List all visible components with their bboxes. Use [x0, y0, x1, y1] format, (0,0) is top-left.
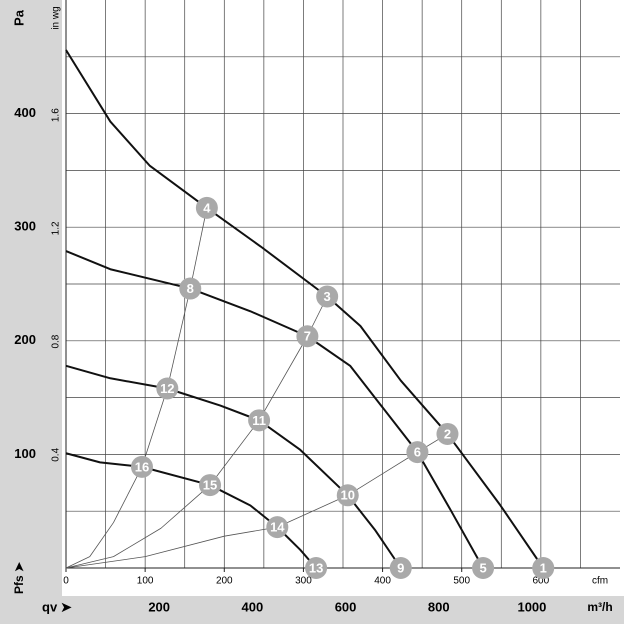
operating-point — [199, 474, 222, 497]
point-label: 16 — [135, 459, 149, 474]
operating-point — [472, 557, 495, 579]
point-label: 4 — [203, 200, 211, 215]
x2-tick-label: 1000 — [517, 599, 546, 614]
point-label: 5 — [479, 560, 486, 575]
x-tick-label: 300 — [295, 576, 312, 587]
y-tick-label: 200 — [14, 332, 36, 347]
y2-tick-label: 0.4 — [51, 447, 62, 461]
point-label: 13 — [309, 560, 323, 575]
operating-point — [436, 422, 459, 445]
operating-point — [296, 325, 319, 348]
y2-tick-label: 0.8 — [51, 334, 62, 348]
fan-curve — [65, 452, 317, 569]
y2-tick-label: 1.6 — [51, 108, 62, 122]
y-tick-label: 100 — [14, 446, 36, 461]
operating-point — [195, 196, 218, 219]
operating-point — [532, 557, 555, 579]
x-tick-label: 0 — [63, 576, 69, 587]
x-label: cfm — [592, 576, 608, 587]
y-tick-label: 300 — [14, 219, 36, 234]
y-arrow-label: Pfs ➤ — [12, 561, 26, 594]
x2-tick-label: 600 — [335, 599, 357, 614]
operating-point — [406, 441, 429, 464]
x2-tick-label: 400 — [242, 599, 264, 614]
x-arrow-label: qv ➤ — [42, 599, 72, 614]
x-tick-label: 500 — [453, 576, 470, 587]
y-tick-label: 400 — [14, 105, 36, 120]
point-label: 7 — [304, 329, 311, 344]
point-label: 3 — [324, 289, 331, 304]
x2-label: m³/h — [587, 600, 612, 614]
point-label: 8 — [187, 281, 194, 296]
operating-point — [316, 285, 339, 308]
point-label: 10 — [341, 488, 355, 503]
operating-point — [336, 484, 359, 507]
operating-point — [305, 557, 328, 579]
point-label: 15 — [203, 478, 217, 493]
x-tick-label: 100 — [137, 576, 154, 587]
operating-point — [179, 277, 202, 300]
x2-tick-label: 800 — [428, 599, 450, 614]
point-label: 1 — [540, 560, 547, 575]
point-label: 14 — [270, 520, 285, 535]
x-tick-label: 400 — [374, 576, 391, 587]
operating-point — [156, 377, 179, 400]
point-label: 9 — [397, 560, 404, 575]
x2-tick-label: 200 — [148, 599, 170, 614]
bottom-panel — [0, 596, 624, 624]
y-label: Pa — [11, 9, 26, 26]
operating-point — [266, 516, 289, 539]
y2-tick-label: 1.2 — [51, 221, 62, 235]
point-label: 11 — [252, 413, 266, 428]
operating-point — [248, 409, 271, 432]
point-label: 12 — [160, 381, 174, 396]
x-tick-label: 200 — [216, 576, 233, 587]
point-label: 2 — [444, 426, 451, 441]
point-label: 6 — [414, 445, 421, 460]
y2-label: in wg — [51, 6, 62, 29]
operating-point — [389, 557, 412, 579]
operating-point — [130, 455, 153, 478]
left-panel — [0, 0, 62, 624]
x-tick-label: 600 — [533, 576, 550, 587]
